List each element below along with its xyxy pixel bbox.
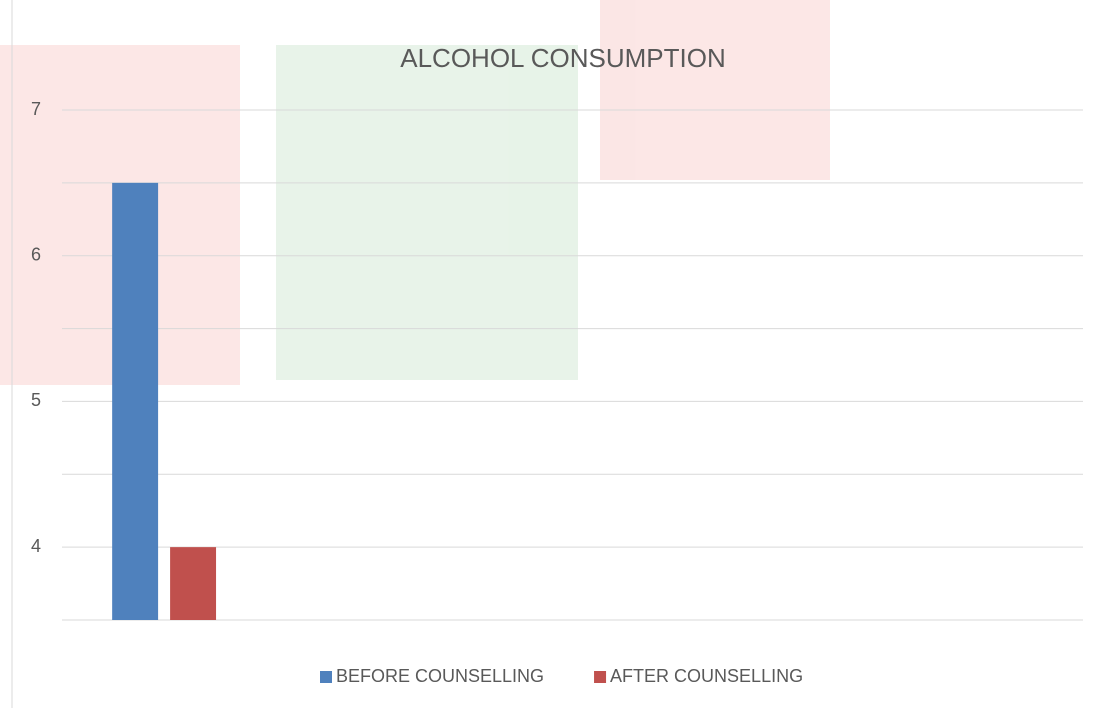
watermark (0, 0, 830, 385)
y-tick-label: 6 (31, 244, 41, 264)
y-tick-label: 5 (31, 390, 41, 410)
y-tick-label: 7 (31, 99, 41, 119)
bar (112, 182, 159, 620)
legend-label: AFTER COUNSELLING (610, 666, 803, 686)
y-tick-label: 4 (31, 536, 41, 556)
legend-swatch (320, 671, 332, 683)
legend-label: BEFORE COUNSELLING (336, 666, 544, 686)
chart-title: ALCOHOL CONSUMPTION (400, 43, 726, 73)
legend-swatch (594, 671, 607, 683)
bar (170, 547, 217, 620)
